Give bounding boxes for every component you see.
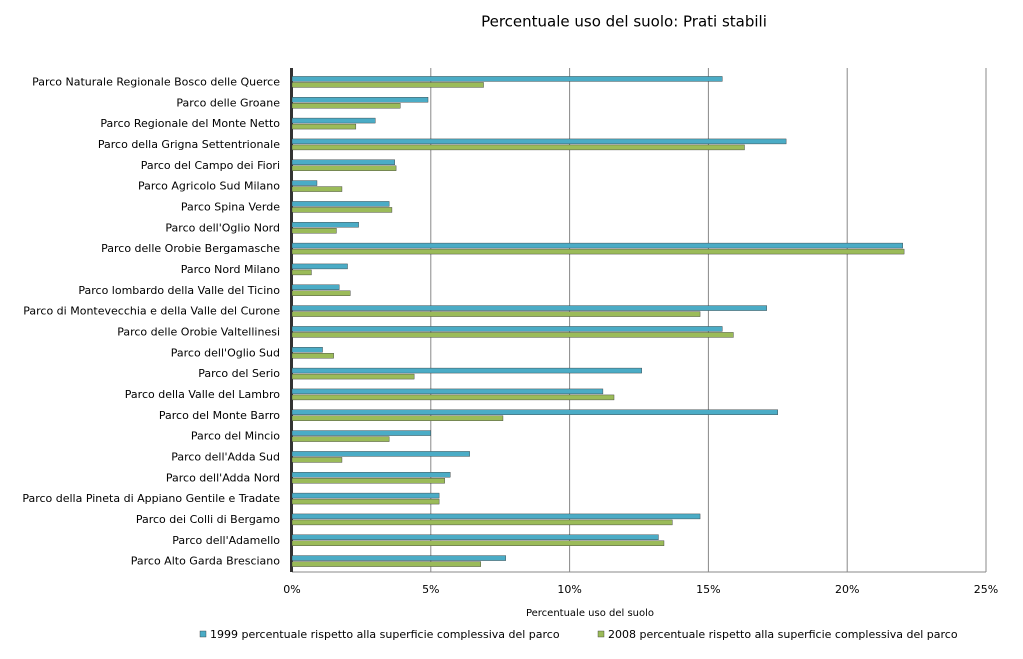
bar: [291, 305, 767, 311]
bar: [291, 269, 312, 276]
bar: [291, 367, 642, 374]
y-tick-label: Parco della Pineta di Appiano Gentile e …: [22, 492, 280, 505]
x-tick-label: 0%: [283, 583, 300, 596]
bar: [291, 117, 376, 124]
legend-swatch: [597, 630, 605, 638]
y-tick-label: Parco del Mincio: [191, 430, 280, 443]
bar: [291, 326, 723, 332]
bar: [291, 555, 506, 561]
y-tick-label: Parco Agricolo Sud Milano: [138, 180, 280, 193]
legend-label: 1999 percentuale rispetto alla superfici…: [210, 628, 560, 641]
bar: [291, 76, 723, 82]
x-tick-label: 5%: [422, 583, 439, 596]
y-tick-label: Parco delle Groane: [176, 96, 280, 109]
bar: [291, 186, 343, 192]
bar: [291, 180, 318, 186]
bar: [291, 123, 357, 130]
bar: [291, 451, 470, 457]
bar: [291, 498, 440, 505]
bar: [291, 290, 351, 296]
legend-label: 2008 percentuale rispetto alla superfici…: [608, 628, 958, 641]
bar: [291, 353, 334, 359]
y-tick-label: Parco del Monte Barro: [159, 409, 280, 422]
bar: [291, 534, 659, 540]
x-tick-label: 20%: [835, 583, 859, 596]
bar: [291, 242, 903, 249]
bar: [291, 373, 415, 380]
bar: [291, 430, 432, 436]
bar: [291, 332, 734, 338]
y-tick-label: Parco delle Orobie Valtellinesi: [117, 325, 280, 338]
y-tick-label: Parco della Valle del Lambro: [125, 388, 280, 401]
x-axis-label: Percentuale uso del suolo: [526, 608, 654, 619]
bar: [291, 222, 359, 228]
y-tick-label: Parco dell'Oglio Nord: [165, 221, 280, 234]
bar: [291, 138, 787, 145]
bar: [291, 82, 484, 88]
bar: [291, 409, 778, 415]
y-tick-label: Parco delle Orobie Bergamasche: [101, 242, 280, 255]
bar: [291, 97, 429, 103]
bar: [291, 472, 451, 478]
y-tick-label: Parco di Montevecchia e della Valle del …: [23, 305, 280, 318]
bar: [291, 457, 343, 463]
bar: [291, 248, 905, 255]
bar: [291, 561, 481, 567]
x-tick-label: 15%: [696, 583, 720, 596]
bar: [291, 492, 440, 499]
y-tick-label: Parco Nord Milano: [181, 263, 281, 276]
bar: [291, 519, 673, 526]
bar: [291, 436, 390, 442]
bar: [291, 207, 393, 213]
bar: [291, 540, 665, 546]
bar: [291, 478, 445, 484]
bar: [291, 284, 340, 290]
y-tick-label: Parco Alto Garda Bresciano: [131, 555, 281, 568]
y-tick-label: Parco dei Colli di Bergamo: [136, 513, 280, 526]
y-tick-label: Parco Spina Verde: [181, 200, 280, 213]
y-tick-label: Parco dell'Adda Nord: [166, 471, 280, 484]
y-tick-label: Parco del Serio: [198, 367, 280, 380]
bar: [291, 415, 504, 421]
y-tick-label: Parco Regionale del Monte Netto: [100, 117, 280, 130]
legend-swatch: [199, 630, 207, 638]
bar: [291, 201, 390, 207]
chart-title: Percentuale uso del suolo: Prati stabili: [481, 13, 767, 31]
y-tick-label: Parco del Campo dei Fiori: [141, 159, 280, 172]
bar: [291, 311, 701, 317]
x-tick-label: 25%: [974, 583, 998, 596]
bar: [291, 347, 323, 353]
bar: [291, 263, 348, 270]
bar: [291, 228, 337, 234]
y-tick-label: Parco Naturale Regionale Bosco delle Que…: [32, 75, 280, 88]
bar: [291, 103, 401, 109]
bar: [291, 388, 604, 395]
y-tick-label: Parco lombardo della Valle del Ticino: [78, 284, 280, 297]
y-tick-label: Parco dell'Adda Sud: [171, 450, 280, 463]
bar: [291, 513, 701, 520]
bar: [291, 159, 395, 165]
y-tick-label: Parco della Grigna Settentrionale: [98, 138, 280, 151]
bar: [291, 394, 615, 401]
bar: [291, 165, 397, 171]
y-axis: [290, 68, 293, 572]
bar: [291, 144, 745, 151]
x-tick-label: 10%: [557, 583, 581, 596]
y-tick-label: Parco dell'Oglio Sud: [171, 346, 280, 359]
y-tick-label: Parco dell'Adamello: [172, 534, 280, 547]
